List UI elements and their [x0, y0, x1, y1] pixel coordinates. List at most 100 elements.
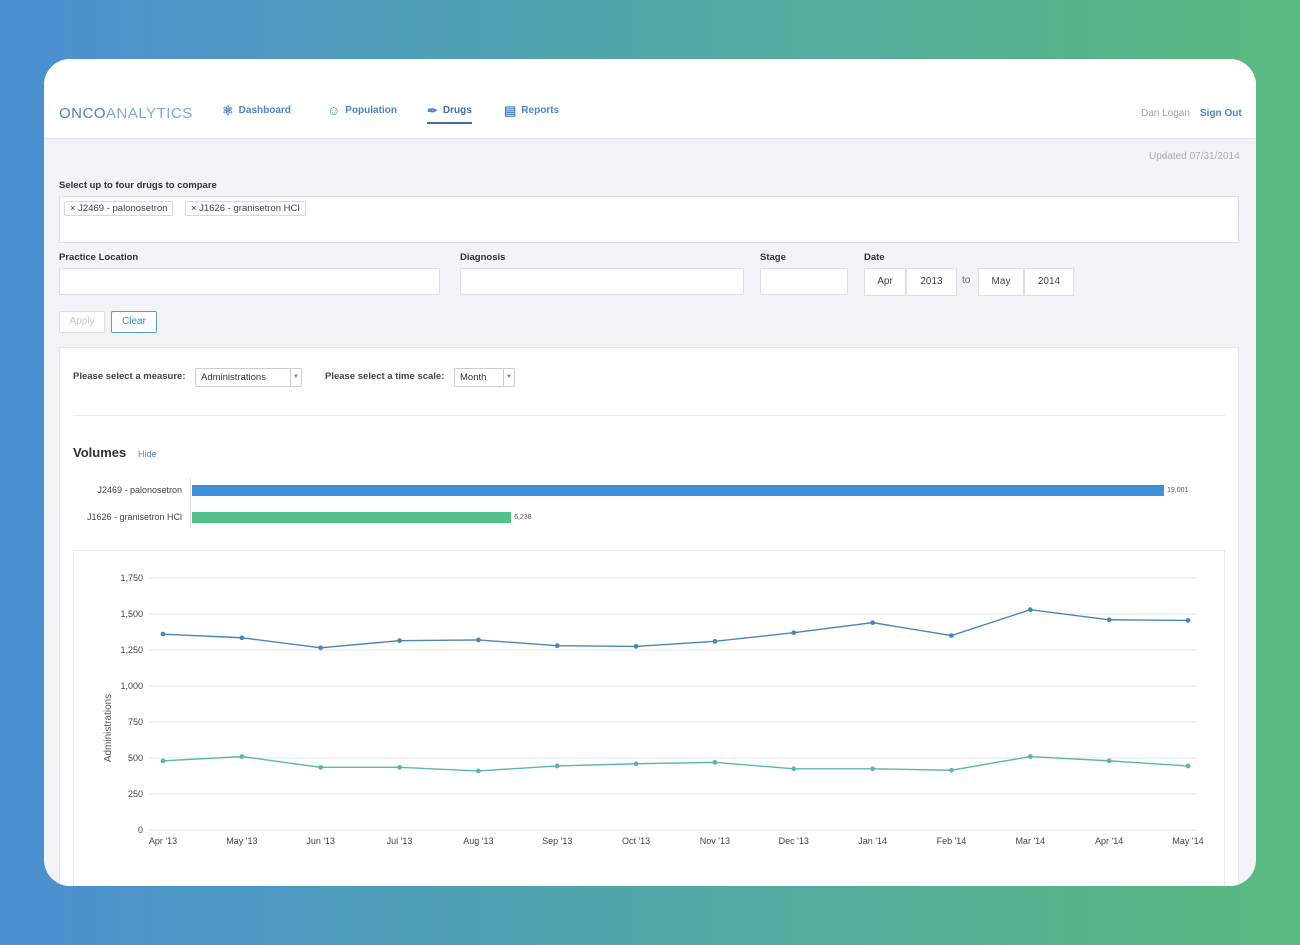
nav-drugs-label: Drugs [442, 105, 472, 116]
stage-input[interactable] [760, 268, 848, 295]
drug-tag-granisetron[interactable]: × J1626 - granisetron HCl [185, 201, 306, 216]
date-to-month[interactable]: May [978, 268, 1024, 296]
data-point [1106, 617, 1112, 623]
data-point [554, 763, 560, 769]
document-icon: ▤ [504, 103, 517, 118]
data-point [1106, 758, 1112, 764]
series-line [162, 608, 1189, 649]
y-axis-label: Administrations [103, 694, 114, 762]
data-point [949, 767, 954, 773]
user-name[interactable]: Dan Logan [1141, 108, 1190, 119]
measure-select-value: Administrations [201, 372, 266, 383]
nav-drugs[interactable]: ✒ Drugs [427, 103, 472, 124]
data-point [791, 630, 797, 636]
x-tick-label: Sep '13 [542, 836, 572, 846]
date-to-year[interactable]: 2014 [1024, 268, 1074, 296]
y-tick-label: 1,000 [120, 681, 143, 691]
x-tick-label: Feb '14 [937, 836, 967, 846]
volume-bar-label: J1626 - granisetron HCl [86, 512, 182, 522]
date-label: Date [864, 252, 885, 263]
y-tick-label: 1,500 [120, 609, 143, 619]
stage-label: Stage [760, 252, 786, 263]
x-tick-label: Dec '13 [779, 836, 809, 846]
data-point [397, 764, 402, 770]
nav-dashboard-label: Dashboard [238, 105, 291, 116]
data-point [633, 644, 639, 649]
time-scale-select[interactable]: Month ▼ [454, 368, 515, 387]
date-from-year[interactable]: 2013 [906, 268, 957, 296]
apply-button[interactable]: Apply [59, 311, 105, 333]
nav-population[interactable]: ☺ Population [327, 103, 397, 119]
x-tick-label: Mar '14 [1015, 836, 1045, 846]
data-point [870, 620, 876, 626]
x-tick-label: Apr '13 [149, 836, 177, 846]
dropper-icon: ✒ [427, 103, 438, 118]
volumes-title: Volumes [73, 445, 127, 460]
administrations-line-chart: 0 250 500 750 1,000 1,250 1,500 1,750 Apr '13 May… [103, 573, 1204, 846]
time-scale-label: Please select a time scale: [325, 371, 445, 382]
y-tick-label: 500 [128, 753, 143, 763]
logo-text-light: ANALYTICS [106, 105, 193, 122]
data-point [1185, 763, 1191, 769]
data-point [160, 758, 166, 764]
volume-bar-palonosetron [192, 485, 1164, 496]
x-tick-label: May '13 [226, 836, 257, 846]
y-tick-label: 1,250 [120, 645, 143, 655]
data-point [554, 643, 560, 649]
divider [73, 415, 1225, 416]
x-tick-label: Jul '13 [387, 836, 413, 846]
time-scale-select-value: Month [460, 372, 487, 383]
diagnosis-label: Diagnosis [460, 252, 506, 263]
drug-tag-palonosetron[interactable]: × J2469 - palonosetron [64, 201, 174, 216]
data-point [475, 637, 481, 643]
x-tick-label: Aug '13 [463, 836, 493, 846]
data-point [318, 645, 324, 651]
data-point [712, 638, 718, 644]
nav-reports-label: Reports [521, 105, 560, 116]
data-point [949, 633, 954, 638]
chevron-down-icon: ▼ [503, 369, 514, 386]
volume-bar-value: 6,238 [514, 514, 532, 521]
practice-location-label: Practice Location [59, 252, 139, 263]
updated-date: Updated 07/31/2014 [1149, 151, 1240, 162]
data-point [239, 754, 245, 759]
data-point [1185, 618, 1191, 623]
data-point [397, 638, 402, 644]
x-tick-label: May '14 [1172, 836, 1203, 846]
nav-reports[interactable]: ▤ Reports [504, 103, 559, 119]
data-point [633, 761, 639, 767]
results-panel [59, 347, 1239, 886]
logo-text-bold: ONCO [59, 105, 106, 122]
nav-population-label: Population [345, 105, 397, 116]
sign-out-link[interactable]: Sign Out [1200, 108, 1242, 119]
data-point [239, 635, 245, 641]
y-tick-label: 250 [128, 789, 143, 799]
measure-label: Please select a measure: [73, 371, 186, 382]
measure-select[interactable]: Administrations ▼ [195, 368, 302, 387]
date-to-label: to [962, 275, 971, 286]
active-tab-underline [427, 122, 472, 124]
date-from-month[interactable]: Apr [864, 268, 906, 296]
data-point [475, 768, 481, 774]
data-point [712, 759, 718, 765]
compare-label: Select up to four drugs to compare [59, 180, 217, 191]
y-tick-label: 0 [138, 825, 143, 835]
chevron-down-icon: ▼ [290, 369, 301, 386]
clear-button[interactable]: Clear [111, 311, 157, 333]
nav-dashboard[interactable]: ⚛ Dashboard [222, 103, 291, 119]
y-tick-label: 1,750 [120, 573, 143, 583]
volume-bar-label: J2469 - palonosetron [97, 485, 182, 495]
diagnosis-input[interactable] [460, 268, 744, 295]
data-point [160, 631, 166, 637]
line-chart-container [73, 550, 1225, 886]
volumes-hide-link[interactable]: Hide [138, 449, 157, 459]
x-tick-label: Nov '13 [700, 836, 730, 846]
app-window: ONCOANALYTICS ⚛ Dashboard ☺ Population ✒… [44, 59, 1256, 886]
practice-location-input[interactable] [59, 268, 440, 295]
logo[interactable]: ONCOANALYTICS [59, 106, 193, 122]
dashboard-icon: ⚛ [222, 103, 234, 118]
series-line [162, 755, 1189, 772]
data-point [1027, 754, 1033, 759]
top-navigation: ONCOANALYTICS ⚛ Dashboard ☺ Population ✒… [44, 59, 1256, 139]
x-tick-label: Apr '14 [1095, 836, 1123, 846]
